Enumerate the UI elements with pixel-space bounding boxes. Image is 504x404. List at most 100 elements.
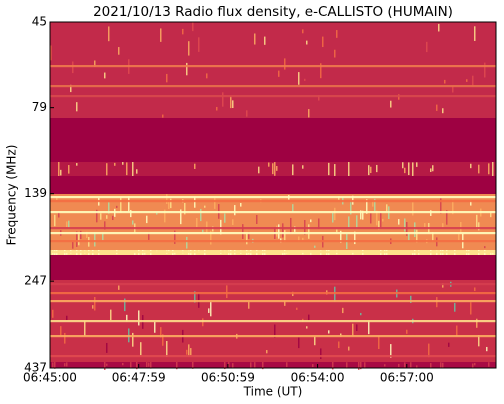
spectrogram-streak: [60, 169, 62, 176]
spectrogram-streak: [340, 230, 342, 243]
spectrogram-streak: [314, 336, 316, 346]
spectrogram-streak: [122, 362, 124, 366]
spectrogram-streak: [274, 162, 276, 176]
spectrogram-streak: [452, 85, 454, 93]
spectrogram-streak: [176, 362, 178, 370]
spectrogram-streak: [186, 236, 188, 249]
x-tick-label: 06:45:00: [23, 371, 77, 385]
spectrogram-line: [50, 196, 496, 199]
spectrogram-streak: [190, 348, 192, 356]
spectrogram-streak: [66, 315, 68, 321]
spectrogram-streak: [194, 291, 196, 303]
spectrogram-streak: [448, 342, 450, 347]
spectrogram-streak: [442, 108, 444, 114]
spectrogram-streak: [54, 362, 56, 369]
spectrogram-streak: [484, 62, 486, 78]
spectrogram-streak: [368, 165, 370, 176]
spectrogram-streak: [466, 79, 468, 82]
spectrogram-streak: [94, 60, 96, 67]
spectrogram-streak: [320, 348, 322, 360]
spectrogram-streak: [246, 110, 248, 117]
spectrogram-streak: [266, 350, 268, 354]
spectrogram-streak: [182, 28, 184, 35]
spectrogram-streak: [104, 72, 106, 79]
spectrogram-streak: [224, 362, 226, 370]
spectrogram-streak: [474, 362, 476, 366]
spectrogram-line: [50, 200, 496, 203]
spectrogram-streak: [170, 198, 172, 209]
spectrogram-streak: [446, 210, 448, 225]
spectrogram-streak: [404, 362, 406, 368]
spectrogram-streak: [80, 230, 82, 240]
spectrogram-streak: [160, 327, 162, 338]
spectrogram-streak: [296, 307, 298, 310]
spectrogram-streak: [416, 229, 418, 243]
spectrogram-streak: [118, 285, 120, 290]
spectrogram-streak: [126, 314, 128, 322]
spectrogram-streak: [402, 162, 404, 169]
spectrogram-streak: [188, 41, 190, 56]
spectrogram-streak: [58, 212, 60, 218]
spectrogram-streak: [294, 226, 296, 232]
spectrogram-streak: [384, 364, 386, 367]
spectrogram-streak: [264, 36, 266, 45]
y-tick-label: 139: [24, 186, 47, 200]
spectrogram-streak: [156, 212, 158, 215]
spectrogram-streak: [66, 221, 68, 228]
spectrogram-streak: [94, 232, 96, 247]
spectrogram-streak: [222, 92, 224, 107]
spectrogram-streak: [250, 362, 252, 368]
spectrogram-streak: [442, 283, 444, 288]
spectrogram-streak: [132, 332, 134, 347]
spectrogram-streak: [132, 162, 134, 178]
spectrogram-streak: [186, 62, 188, 76]
spectrogram-streak: [470, 302, 472, 315]
spectrogram-streak: [390, 344, 392, 358]
spectrogram-streak: [274, 324, 276, 338]
spectrogram-streak: [140, 342, 142, 356]
spectrogram-streak: [382, 218, 384, 222]
spectrogram-streak: [284, 58, 286, 70]
spectrogram-streak: [72, 241, 74, 249]
spectrogram-streak: [286, 362, 288, 367]
spectrogram-streak: [148, 362, 150, 367]
spectrogram-streak: [338, 341, 340, 349]
spectrogram-streak: [72, 61, 74, 74]
spectrogram-streak: [192, 362, 194, 369]
spectrogram-streak: [318, 218, 320, 229]
spectrogram-streak: [360, 312, 362, 316]
spectrogram-streak: [358, 362, 360, 370]
spectrogram-streak: [488, 362, 490, 367]
spectrogram-streak: [386, 204, 388, 212]
spectrogram-streak: [360, 362, 362, 370]
spectrogram-streak: [76, 231, 78, 247]
spectrogram-streak: [76, 163, 78, 166]
spectrogram-streak: [426, 41, 428, 53]
spectrogram-streak: [342, 307, 344, 314]
spectrogram-streak: [492, 162, 494, 177]
spectrogram-streak: [376, 164, 378, 173]
spectrogram-streak: [436, 104, 438, 111]
spectrogram-streak: [478, 164, 480, 174]
spectrogram-streak: [416, 162, 418, 167]
spectrogram-streak: [430, 363, 432, 368]
spectrogram-line: [50, 292, 496, 295]
spectrogram-streak: [78, 234, 80, 246]
spectrogram-streak: [180, 209, 182, 225]
spectrogram-streak: [350, 200, 352, 215]
spectrogram-streak: [208, 308, 210, 313]
spectrogram-line: [50, 227, 496, 230]
spectrogram-streak: [142, 250, 144, 257]
spectrogram-streak: [174, 230, 176, 244]
spectrogram-streak: [248, 252, 250, 255]
spectrogram-streak: [404, 218, 406, 232]
spectrogram-streak: [166, 73, 168, 83]
spectrogram-streak: [194, 163, 196, 169]
spectrogram-streak: [308, 109, 310, 118]
spectrogram-streak: [66, 362, 68, 367]
spectrogram-streak: [84, 320, 86, 337]
spectrogram-streak: [150, 362, 152, 369]
spectrogram-line: [50, 283, 496, 286]
spectrogram-streak: [136, 362, 138, 370]
